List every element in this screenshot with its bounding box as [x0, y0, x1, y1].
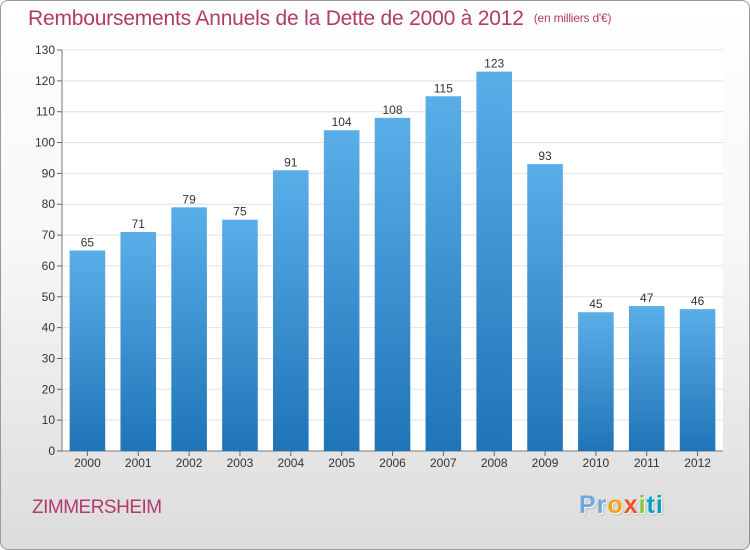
y-tick-label: 10	[42, 413, 56, 427]
bar	[476, 71, 512, 451]
chart-unit: (en milliers d'€)	[533, 11, 612, 25]
bar-value-label: 71	[132, 217, 146, 231]
bar-value-label: 108	[382, 103, 402, 117]
y-tick-label: 120	[35, 74, 55, 88]
bar-value-label: 123	[484, 57, 504, 71]
x-tick-label: 2002	[176, 456, 203, 470]
y-tick-label: 0	[48, 444, 55, 458]
x-tick-label: 2010	[583, 456, 610, 470]
logo-part: x	[623, 491, 639, 519]
bar-value-label: 45	[589, 297, 603, 311]
y-tick-label: 50	[42, 290, 56, 304]
y-tick-label: 130	[35, 43, 55, 57]
bar-value-label: 79	[182, 192, 196, 206]
x-tick-label: 2000	[74, 456, 101, 470]
bar	[120, 231, 157, 451]
x-tick-label: 2012	[684, 456, 711, 470]
y-tick-label: 100	[35, 136, 55, 150]
bar	[679, 309, 716, 451]
y-tick-label: 90	[42, 166, 56, 180]
bar-value-label: 46	[691, 294, 705, 308]
y-tick-label: 40	[42, 321, 56, 335]
bar	[273, 170, 309, 452]
chart-title: Remboursements Annuels de la Dette de 20…	[28, 7, 611, 31]
x-tick-label: 2008	[481, 456, 508, 470]
bar	[374, 117, 411, 451]
x-tick-label: 2004	[277, 456, 304, 470]
bar	[628, 306, 665, 451]
x-tick-label: 2005	[328, 456, 355, 470]
bar-value-label: 115	[434, 81, 453, 95]
x-tick-label: 2009	[532, 456, 559, 470]
bar	[425, 96, 462, 452]
logo-part: i	[638, 491, 647, 519]
bar-value-label: 93	[538, 149, 552, 163]
bar	[323, 130, 360, 451]
logo-part: ti	[646, 491, 664, 519]
bar	[527, 164, 563, 451]
logo-part: Pr	[579, 491, 608, 519]
x-tick-label: 2007	[430, 456, 457, 470]
y-tick-label: 60	[42, 259, 56, 273]
bar	[578, 312, 614, 451]
x-tick-label: 2006	[379, 456, 406, 470]
bar-value-label: 91	[284, 155, 298, 169]
x-tick-label: 2003	[227, 456, 254, 470]
proxiti-logo: Proxiti	[579, 491, 664, 520]
logo-part: o	[607, 491, 624, 519]
bar-value-label: 65	[81, 236, 95, 250]
bar	[69, 250, 106, 451]
city-name: ZIMMERSHEIM	[32, 497, 162, 518]
bar-value-label: 47	[640, 291, 654, 305]
chart-title-text: Remboursements Annuels de la Dette de 20…	[28, 7, 524, 30]
bar	[171, 207, 207, 451]
y-tick-label: 70	[42, 228, 56, 242]
bar	[222, 219, 258, 451]
x-tick-label: 2001	[125, 456, 152, 470]
y-tick-label: 20	[42, 382, 56, 396]
bar-value-label: 75	[233, 205, 247, 219]
bar-value-label: 104	[332, 115, 352, 129]
y-tick-label: 80	[42, 197, 56, 211]
y-tick-label: 30	[42, 351, 56, 365]
y-tick-label: 110	[36, 105, 55, 119]
x-tick-label: 2011	[634, 456, 660, 470]
